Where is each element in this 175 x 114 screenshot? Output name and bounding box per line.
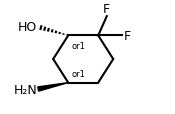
Text: or1: or1 <box>71 70 85 79</box>
Polygon shape <box>38 83 68 91</box>
Text: HO: HO <box>18 21 37 34</box>
Text: H₂N: H₂N <box>13 83 37 96</box>
Text: F: F <box>124 30 131 43</box>
Text: or1: or1 <box>71 41 85 50</box>
Text: F: F <box>103 3 110 16</box>
